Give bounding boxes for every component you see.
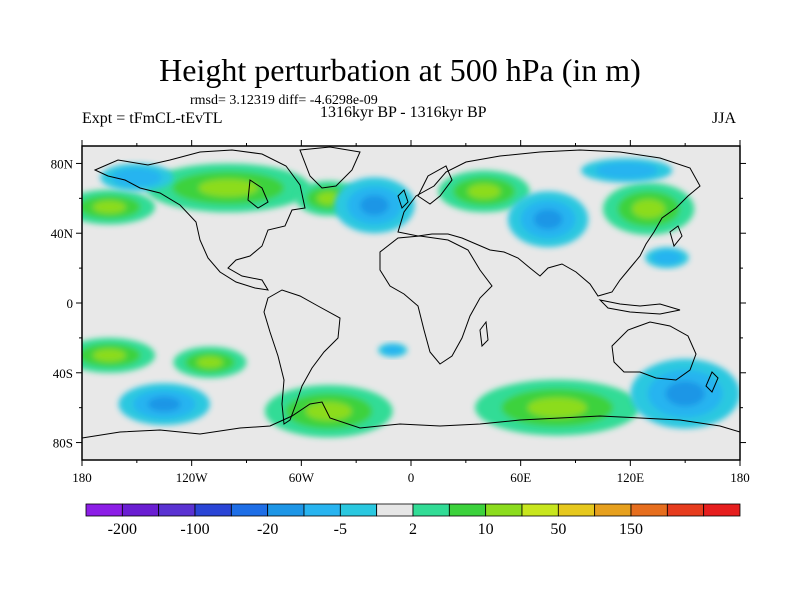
colorbar-swatch <box>557 503 596 517</box>
field-blob <box>644 247 689 269</box>
lat-tick-label: 0 <box>67 296 74 311</box>
lon-tick-label: 60W <box>289 470 315 485</box>
lon-tick-label: 0 <box>408 470 415 485</box>
lat-tick-label: 40N <box>51 226 74 241</box>
field-blob <box>82 337 156 373</box>
colorbar-label: -20 <box>257 521 278 538</box>
colorbar-label: 2 <box>409 521 417 538</box>
coastline-british-isles <box>397 189 409 209</box>
colorbar-swatch <box>158 503 196 517</box>
coastline-madagascar <box>479 320 489 348</box>
coastline-hudson-bay <box>247 179 269 209</box>
field-blob <box>82 189 156 225</box>
experiment-label: Expt = tFmCL-tEvTL <box>82 110 223 127</box>
field-blob <box>602 182 695 235</box>
lon-tick-label: 120W <box>176 470 209 485</box>
coastline-australia <box>611 321 697 381</box>
field-blob <box>474 379 640 436</box>
coastline-north-america <box>93 149 306 291</box>
coastline-scandinavia <box>417 165 453 205</box>
coastline-greenland <box>299 146 361 189</box>
field-blob <box>630 358 740 429</box>
field-blob <box>118 383 210 426</box>
colorbar-swatch <box>230 503 269 517</box>
colorbar-label: 50 <box>550 521 566 538</box>
colorbar-swatch <box>121 503 160 517</box>
stats-text: rmsd= 3.12319 diff= -4.6298e-09 <box>190 93 378 108</box>
coastline-new-zealand <box>705 371 719 393</box>
field-blob <box>580 158 673 183</box>
colorbar-swatch <box>376 503 414 517</box>
field-blob <box>334 177 415 234</box>
colorbar-swatch <box>521 503 559 517</box>
lon-tick-label: 180 <box>730 470 750 485</box>
plot-title: Height perturbation at 500 hPa (in m) <box>159 52 641 88</box>
colorbar-swatch <box>448 503 487 517</box>
lon-tick-label: 180 <box>72 470 92 485</box>
colorbar-swatch <box>339 503 378 517</box>
colorbar-swatch <box>594 503 632 517</box>
colorbar-label: -5 <box>334 521 347 538</box>
coastline-antarctica <box>82 401 740 439</box>
colorbar-label: -100 <box>180 521 209 538</box>
colorbar-swatch <box>703 503 741 517</box>
field-blob <box>173 346 247 379</box>
colorbar-swatch <box>85 503 123 517</box>
colorbar-label: 10 <box>478 521 494 538</box>
period-label: 1316kyr BP - 1316kyr BP <box>320 104 487 121</box>
colorbar-swatch <box>485 503 523 517</box>
field-blob <box>264 384 393 438</box>
colorbar-swatch <box>412 503 450 517</box>
colorbar-label: 150 <box>619 521 643 538</box>
lat-tick-label: 40S <box>53 366 73 381</box>
coastline-south-america <box>263 289 341 425</box>
field-blob <box>100 163 174 192</box>
lat-tick-label: 80N <box>51 156 74 171</box>
field-blob <box>145 163 311 213</box>
colorbar-swatch <box>666 503 705 517</box>
coastline-japan <box>669 225 683 248</box>
colorbar-swatch <box>303 503 341 517</box>
colorbar-label: -200 <box>108 521 137 538</box>
coastline-indonesia <box>598 299 681 315</box>
coastline-africa <box>379 235 493 365</box>
field-blob <box>438 170 530 213</box>
lon-tick-label: 120E <box>617 470 645 485</box>
lat-tick-label: 80S <box>53 436 73 451</box>
colorbar-swatch <box>194 503 232 517</box>
field-blob <box>507 191 589 248</box>
field-blob <box>378 343 408 358</box>
colorbar-swatch <box>630 503 668 517</box>
colorbar-swatch <box>267 503 305 517</box>
season-label: JJA <box>712 110 737 127</box>
coastline-eurasia <box>397 149 701 297</box>
lon-tick-label: 60E <box>510 470 531 485</box>
